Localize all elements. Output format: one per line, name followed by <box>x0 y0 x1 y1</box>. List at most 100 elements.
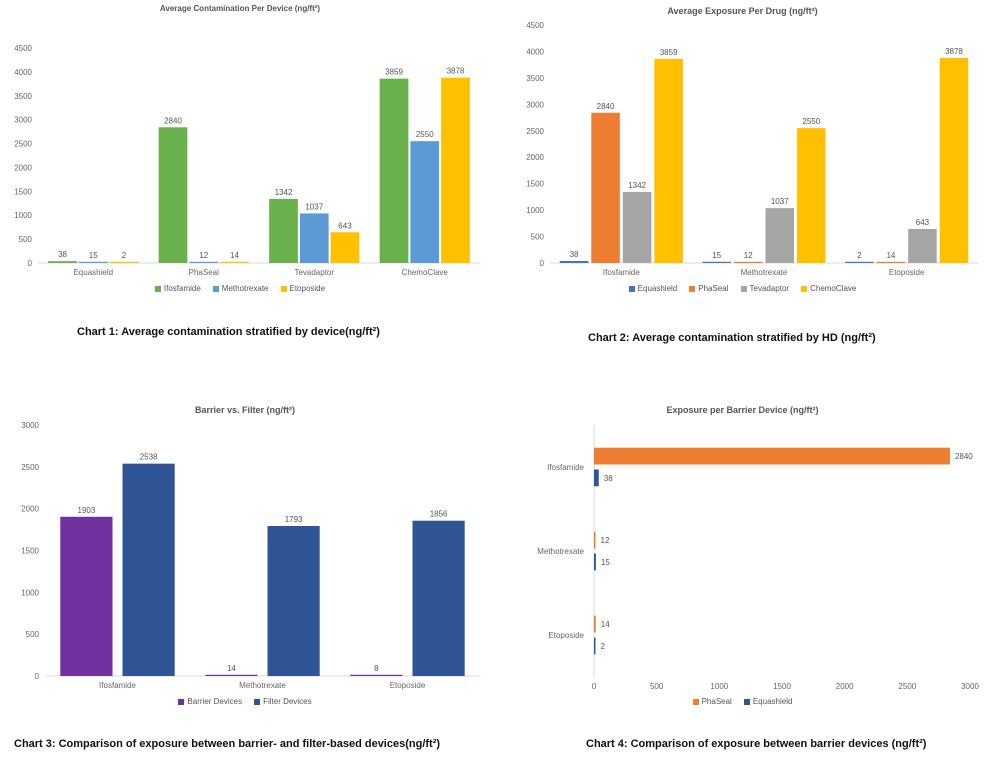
chart-3-panel: Barrier vs. Filter (ng/ft²) 0 500 1000 1500… <box>0 395 490 755</box>
legend-item-tevadaptor: Tevadaptor <box>740 284 789 293</box>
y-tick-label: 500 <box>19 235 33 244</box>
bar-methotrexate-phaseal <box>189 261 219 263</box>
bar-equashield-methotrexate <box>594 553 596 571</box>
legend-label: Barrier Devices <box>187 697 243 706</box>
chart-3-caption: Chart 3: Comparison of exposure between … <box>14 738 441 750</box>
data-label: 2 <box>601 642 606 651</box>
chart-3-plot: 0 500 1000 1500 2000 2500 3000 Ifosfamide 1903 25… <box>21 421 480 690</box>
legend-swatch <box>254 698 261 705</box>
data-label: 3878 <box>945 47 963 56</box>
data-label: 2550 <box>416 130 434 139</box>
chart-2-plot: 0 500 1000 1500 2000 2500 3000 3500 4000 4500 Ifos… <box>526 21 978 277</box>
data-label: 1856 <box>430 510 448 519</box>
y-tick-label: 2000 <box>526 153 544 162</box>
legend-swatch <box>740 285 747 292</box>
y-tick-label: Methotrexate <box>537 547 584 556</box>
chart-3-legend: Barrier Devices Filter Devices <box>0 697 490 706</box>
y-tick-label: 1000 <box>21 588 39 597</box>
data-label: 2840 <box>164 116 182 125</box>
legend-swatch <box>178 698 185 705</box>
y-tick-label: 2500 <box>14 140 32 149</box>
y-tick-label: 4000 <box>14 68 32 77</box>
x-tick-label: Etoposide <box>390 681 426 690</box>
y-tick-label: 4500 <box>526 21 544 30</box>
bar-ifosfamide-chemoclave <box>379 78 409 264</box>
chart-4-panel: Exposure per Barrier Device (ng/ft²) 0 50… <box>500 395 985 755</box>
data-label: 1342 <box>628 181 646 190</box>
legend-item-methotrexate: Methotrexate <box>212 284 269 293</box>
data-label: 14 <box>230 251 239 260</box>
data-label: 14 <box>886 251 895 260</box>
chart-4-legend: PhaSeal Equashield <box>500 697 985 706</box>
chart-4-plot: 0 500 1000 1500 2000 2500 3000 Ifosfamide 2840 38… <box>537 425 979 691</box>
chart-1-plot: 0 500 1000 1500 2000 2500 3000 3500 4000 4500 Equa… <box>14 44 480 277</box>
chart-4-caption: Chart 4: Comparison of exposure between … <box>586 738 927 750</box>
legend-swatch <box>628 285 635 292</box>
y-tick-label: Etoposide <box>548 631 584 640</box>
x-tick-label: PhaSeal <box>189 268 219 277</box>
bar-tevadaptor-methotrexate <box>765 208 795 263</box>
legend-label: Etoposide <box>289 284 326 293</box>
y-tick-label: 0 <box>540 259 545 268</box>
bar-ifosfamide-equashield <box>48 261 77 263</box>
x-tick-label: 500 <box>650 682 664 691</box>
legend-swatch <box>689 285 696 292</box>
y-tick-label: 3500 <box>526 74 544 83</box>
legend-swatch <box>154 285 161 292</box>
legend-label: Ifosfamide <box>163 284 201 293</box>
legend-label: Equashield <box>637 284 678 293</box>
data-label: 14 <box>227 664 236 673</box>
chart-1-caption: Chart 1: Average contamination stratifie… <box>77 326 380 338</box>
data-label: 3859 <box>660 48 678 57</box>
x-tick-label: 2000 <box>836 682 854 691</box>
bar-phaseal-etoposide <box>594 615 596 633</box>
legend-item-barrier-devices: Barrier Devices <box>178 697 242 706</box>
bar-methotrexate-tevadaptor <box>299 213 329 263</box>
y-tick-label: 1000 <box>526 206 544 215</box>
y-tick-label: 1500 <box>21 547 39 556</box>
y-tick-label: 3000 <box>21 421 39 430</box>
bar-phaseal-etoposide <box>876 261 906 263</box>
data-label: 1903 <box>78 506 96 515</box>
data-label: 15 <box>712 251 721 260</box>
y-tick-label: 0 <box>35 672 40 681</box>
data-label: 8 <box>374 664 379 673</box>
legend-label: PhaSeal <box>698 284 729 293</box>
data-label: 12 <box>744 251 753 260</box>
y-tick-label: 2000 <box>14 163 32 172</box>
chart-1-title: Average Contamination Per Device (ng/ft²… <box>159 4 321 13</box>
bar-ifosfamide-phaseal <box>158 127 188 263</box>
y-tick-label: 2500 <box>526 127 544 136</box>
chart-4-title: Exposure per Barrier Device (ng/ft²) <box>666 405 819 415</box>
y-tick-label: 500 <box>531 233 545 242</box>
bar-phaseal-methotrexate <box>594 531 596 549</box>
legend-label: ChemoClave <box>810 284 857 293</box>
legend-label: Filter Devices <box>263 697 312 706</box>
data-label: 1342 <box>275 188 293 197</box>
bar-equashield-methotrexate <box>702 261 731 263</box>
chart-2-title: Average Exposure Per Drug (ng/ft²) <box>667 6 818 16</box>
data-label: 38 <box>570 250 579 259</box>
data-label: 2840 <box>955 452 973 461</box>
bar-etoposide-equashield <box>109 261 139 263</box>
x-tick-label: Equashield <box>73 268 113 277</box>
x-tick-label: Methotrexate <box>239 681 286 690</box>
bar-filter-devices-etoposide <box>412 520 465 676</box>
data-label: 15 <box>89 251 98 260</box>
legend-swatch <box>280 285 287 292</box>
data-label: 643 <box>916 218 930 227</box>
data-label: 12 <box>199 251 208 260</box>
bar-tevadaptor-ifosfamide <box>622 192 652 263</box>
legend-item-etoposide: Etoposide <box>280 284 326 293</box>
y-tick-label: 4000 <box>526 47 544 56</box>
data-label: 643 <box>338 221 352 230</box>
data-label: 38 <box>604 474 613 483</box>
data-label: 2538 <box>140 453 158 462</box>
y-tick-label: 3500 <box>14 92 32 101</box>
data-label: 3859 <box>385 68 403 77</box>
bar-barrier-devices-ifosfamide <box>60 516 113 676</box>
legend-item-equashield: Equashield <box>743 697 792 706</box>
bar-equashield-etoposide <box>845 261 874 263</box>
y-tick-label: 0 <box>28 259 33 268</box>
bar-phaseal-ifosfamide <box>591 112 620 263</box>
